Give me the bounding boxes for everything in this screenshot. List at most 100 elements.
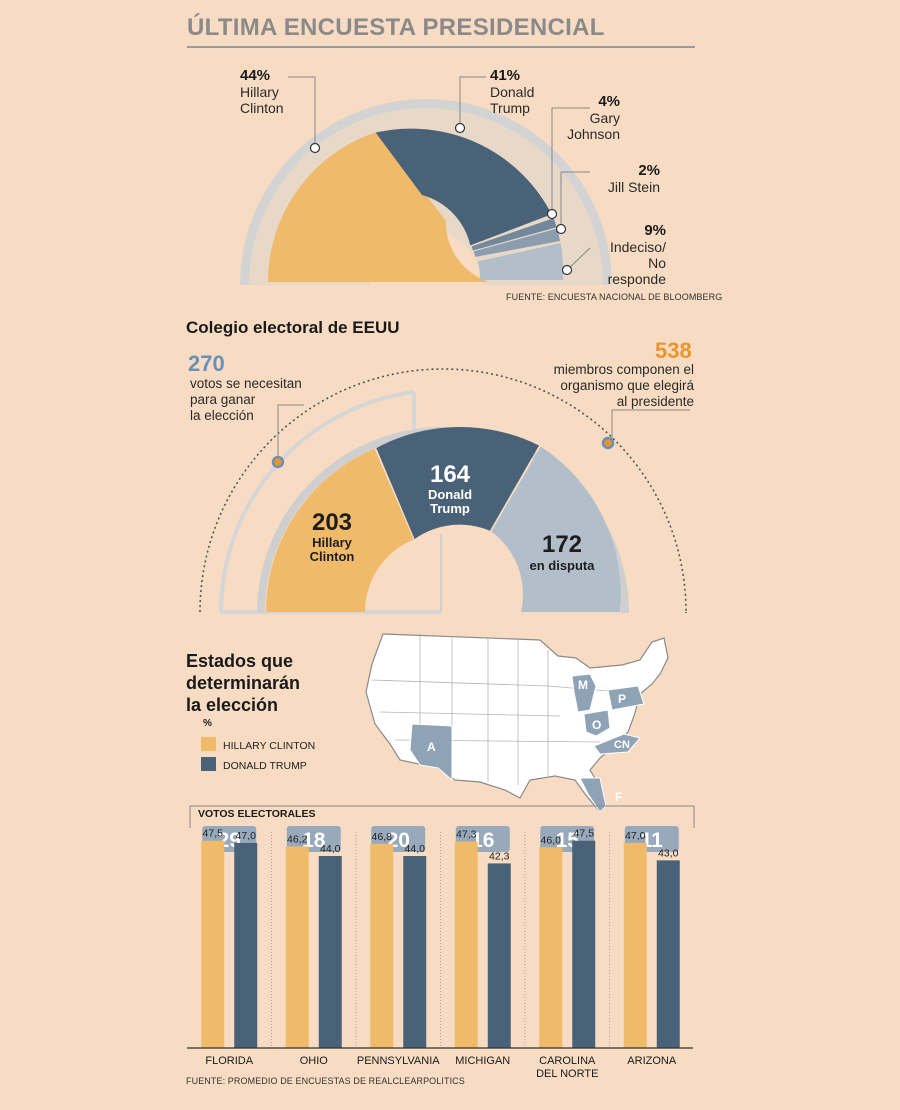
total-leader-line	[611, 409, 690, 440]
poll-label-clinton: 44% Hillary Clinton	[240, 67, 284, 117]
category-label: CAROLINA	[539, 1055, 596, 1067]
map-state-ohio	[583, 709, 611, 737]
bar-value-label: 46,8	[372, 831, 393, 843]
legend-swatch-trump	[201, 757, 216, 771]
poll-leader-undecided	[566, 247, 591, 271]
needed-votes-number: 270	[188, 351, 225, 376]
needed-votes-text: votos se necesitan para ganar la elección	[190, 376, 302, 423]
poll-dot-johnson	[546, 208, 558, 220]
college-label-trump: 164 Donald Trump	[427, 461, 473, 516]
map-label-pennsylvania: P	[618, 692, 626, 706]
college-heading: Colegio electoral de EEUU	[186, 318, 400, 337]
map-state-pennsylvania	[607, 685, 645, 711]
us-map: M O P A CN F	[365, 633, 669, 813]
total-members-number: 538	[655, 338, 692, 363]
college-slice-trump	[376, 426, 539, 540]
category-label: DEL NORTE	[536, 1068, 598, 1080]
needed-leader-line	[277, 404, 304, 462]
poll-leader-clinton	[288, 76, 316, 148]
map-state-north-carolina	[593, 733, 641, 755]
bar-trump	[656, 860, 680, 1048]
bar-clinton	[201, 840, 225, 1048]
map-state-michigan	[571, 673, 597, 713]
electoral-votes-title: VOTOS ELECTORALES	[198, 808, 315, 820]
poll-label-johnson: 4% Gary Johnson	[567, 93, 620, 143]
college-slice-dispute	[491, 446, 621, 612]
category-label: PENNSYLVANIA	[357, 1055, 440, 1067]
bar-value-label: 43,0	[658, 847, 679, 859]
poll-dot-stein	[555, 223, 567, 235]
bar-value-label: 44,0	[405, 843, 426, 855]
legend-label-trump: DONALD TRUMP	[223, 760, 307, 772]
poll-dot-undecided	[561, 264, 573, 276]
bar-trump	[318, 856, 342, 1048]
legend-label-clinton: HILLARY CLINTON	[223, 740, 316, 752]
bar-trump	[403, 856, 427, 1048]
bar-value-label: 42,3	[489, 850, 510, 862]
states-heading: Estados que determinarán la elección	[186, 651, 301, 715]
total-marker-dot	[601, 436, 615, 450]
bar-clinton	[285, 846, 309, 1048]
bar-value-label: 47,0	[236, 830, 257, 842]
college-slice-clinton	[266, 448, 414, 612]
bar-clinton	[623, 842, 647, 1048]
poll-leader-stein	[560, 171, 590, 229]
category-label: OHIO	[300, 1055, 329, 1067]
poll-label-undecided: 9% Indeciso/No responde	[607, 222, 666, 288]
poll-leader-johnson	[551, 107, 590, 214]
map-label-ohio: O	[592, 718, 601, 732]
college-total-arc	[199, 368, 687, 613]
map-label-arizona: A	[427, 740, 436, 754]
poll-leader-trump	[459, 76, 486, 128]
poll-label-trump: 41% Donald Trump	[490, 67, 535, 117]
poll-dot-trump	[454, 122, 466, 134]
map-label-north-carolina: CN	[614, 739, 630, 751]
electoral-college-diagram	[199, 368, 690, 614]
bar-trump	[572, 840, 596, 1048]
bar-value-label: 47,0	[625, 830, 646, 842]
bar-value-label: 46,0	[541, 834, 562, 846]
poll-source: FUENTE: ENCUESTA NACIONAL DE BLOOMBERG	[506, 292, 723, 302]
electoral-votes-bracket	[189, 805, 695, 828]
bar-value-label: 47,3	[456, 829, 477, 841]
bar-trump	[487, 863, 511, 1048]
bar-clinton	[454, 841, 478, 1048]
map-label-michigan: M	[578, 678, 588, 692]
total-members-text: miembros componen el organismo que elegir…	[553, 362, 694, 409]
bar-value-label: 44,0	[320, 843, 341, 855]
electoral-votes-value: 18	[302, 829, 326, 852]
title-rule	[187, 46, 695, 48]
poll-label-stein: 2% Jill Stein	[607, 162, 660, 196]
poll-half-donut	[240, 76, 612, 286]
college-label-clinton: 203 Hillary Clinton	[309, 509, 355, 564]
page-title: ÚLTIMA ENCUESTA PRESIDENCIAL	[187, 14, 605, 41]
category-label: MICHIGAN	[455, 1055, 510, 1067]
poll-slice-clinton	[268, 131, 489, 282]
electoral-votes-badge	[286, 826, 341, 852]
chart-source: FUENTE: PROMEDIO DE ENCUESTAS DE REALCLE…	[186, 1076, 465, 1086]
poll-slice-stein	[473, 228, 561, 257]
category-label: ARIZONA	[627, 1055, 677, 1067]
poll-slice-johnson	[471, 218, 557, 251]
map-state-arizona	[409, 723, 453, 782]
bar-trump	[234, 842, 258, 1048]
legend-swatch-clinton	[201, 737, 216, 751]
college-label-dispute: 172 en disputa	[529, 531, 595, 574]
bar-value-label: 47,5	[574, 828, 595, 840]
needed-marker-dot	[271, 455, 285, 469]
bar-value-label: 47,5	[203, 828, 224, 840]
bar-clinton	[370, 843, 394, 1048]
us-map-outline	[365, 633, 669, 813]
poll-slice-undecided	[477, 243, 564, 280]
map-state-florida	[579, 777, 607, 813]
category-label: FLORIDA	[205, 1055, 253, 1067]
poll-slice-trump	[375, 128, 552, 246]
poll-dot-clinton	[309, 142, 321, 154]
bar-value-label: 46,2	[287, 833, 308, 845]
bar-clinton	[539, 847, 563, 1048]
map-label-florida: F	[615, 790, 622, 804]
poll-donut-outline	[240, 99, 612, 286]
legend-unit: %	[203, 718, 212, 729]
